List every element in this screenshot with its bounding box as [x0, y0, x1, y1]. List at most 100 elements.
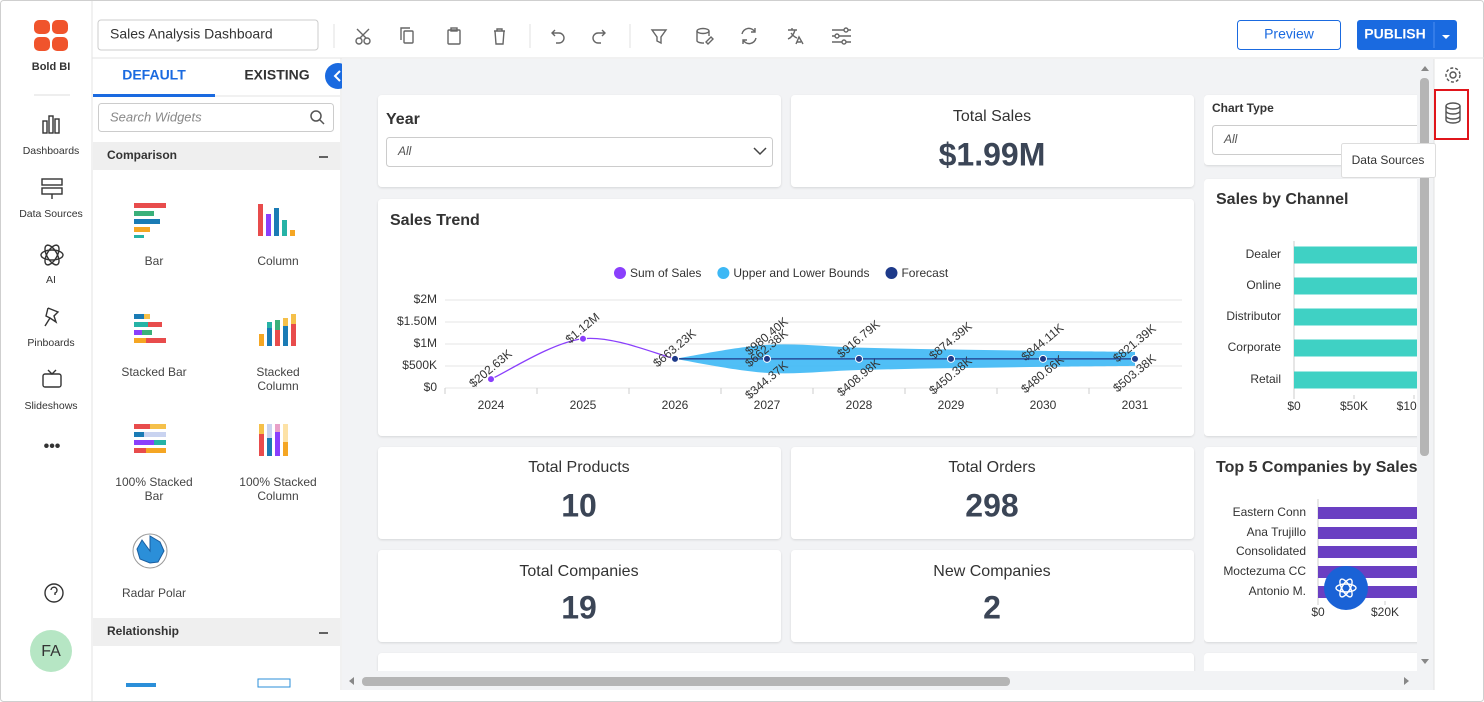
- section-title: Comparison: [107, 148, 177, 162]
- kpi-title: Total Sales: [953, 108, 1031, 125]
- data-sources-icon[interactable]: [1445, 102, 1461, 124]
- nav-label[interactable]: AI: [46, 274, 56, 286]
- dropdown-arrow[interactable]: [753, 147, 767, 156]
- publish-button[interactable]: [1357, 20, 1457, 50]
- preview-button[interactable]: [1237, 20, 1341, 50]
- x-tick-label: $100K: [1397, 399, 1432, 413]
- refresh-icon[interactable]: [741, 27, 757, 45]
- copy-icon[interactable]: [400, 27, 414, 44]
- redo-icon[interactable]: [592, 29, 606, 44]
- radar-polar-icon[interactable]: [132, 533, 168, 569]
- filter-icon[interactable]: [650, 29, 668, 45]
- datasource-edit-icon[interactable]: [696, 27, 714, 45]
- widget-icons: [126, 203, 296, 688]
- settings-sliders-icon[interactable]: [832, 27, 851, 45]
- widget-label[interactable]: 100% Stacked Bar: [115, 475, 193, 503]
- y-tick-label: Distributor: [1226, 309, 1281, 323]
- ai-assistant-button[interactable]: [1324, 566, 1368, 610]
- nav-more[interactable]: •••: [44, 438, 61, 455]
- highlight-box: [1434, 89, 1469, 140]
- kpi-value: 2: [983, 589, 1001, 625]
- settings-icon[interactable]: [1445, 67, 1461, 83]
- y-tick-label: Moctezuma CC: [1223, 564, 1306, 578]
- delete-icon[interactable]: [494, 28, 505, 45]
- tab-default[interactable]: DEFAULT: [122, 67, 186, 83]
- preview-label: Preview: [1264, 26, 1315, 42]
- kpi-card: [378, 550, 781, 642]
- widget-label[interactable]: Stacked Bar: [121, 365, 187, 379]
- nav-label[interactable]: Pinboards: [27, 337, 74, 349]
- publish-dropdown-arrow[interactable]: [1442, 35, 1450, 39]
- avatar[interactable]: [30, 630, 72, 672]
- filter-value: All: [1223, 132, 1238, 146]
- avatar-initials: FA: [41, 643, 61, 660]
- data-point: [579, 334, 587, 343]
- stacked-bar-icon[interactable]: [134, 314, 166, 343]
- y-tick-label: Consolidated: [1236, 544, 1306, 558]
- horizontal-scroll-thumb[interactable]: [362, 677, 1010, 686]
- widget-label[interactable]: 100% Stacked Column: [239, 475, 317, 503]
- legend-label: Forecast: [901, 266, 948, 280]
- section-header[interactable]: [93, 618, 340, 646]
- bar: [1294, 246, 1417, 264]
- search-box[interactable]: [98, 103, 334, 132]
- bar: [1318, 546, 1417, 558]
- nav-label[interactable]: Data Sources: [19, 208, 83, 220]
- y-tick-label: Dealer: [1246, 247, 1281, 261]
- x-tick-label: $20K: [1371, 605, 1399, 619]
- widget-label[interactable]: Stacked Column: [256, 365, 300, 393]
- bar: [1318, 507, 1417, 519]
- dashboard-name-input[interactable]: [97, 19, 319, 51]
- kpi-title: Total Products: [528, 459, 629, 476]
- toolbar-icons: [355, 27, 851, 45]
- section-title: Relationship: [107, 624, 179, 638]
- kpi-card: [791, 447, 1194, 539]
- full-stacked-bar-icon[interactable]: [134, 424, 166, 453]
- vertical-scroll-thumb[interactable]: [1420, 78, 1429, 456]
- nav-label[interactable]: Slideshows: [24, 400, 77, 412]
- chart-title: Sales Trend: [390, 212, 480, 229]
- y-tick-label: Antonio M.: [1249, 584, 1306, 598]
- column-icon[interactable]: [258, 204, 295, 236]
- widget-label[interactable]: Bar: [144, 254, 164, 268]
- logo: [34, 20, 68, 51]
- undo-icon[interactable]: [551, 29, 565, 44]
- data-point: [947, 354, 955, 363]
- year-select[interactable]: [386, 137, 773, 167]
- right-charts: Sales by Channel $0 $50K $100K Dealer Online D…: [1216, 191, 1432, 619]
- widget-label[interactable]: Radar Polar: [121, 586, 187, 600]
- legend-marker: [885, 267, 898, 279]
- section-header[interactable]: [93, 142, 340, 170]
- y-tick-label: $1M: [414, 336, 437, 350]
- y-tick-label: $500K: [402, 358, 437, 372]
- sales-trend-card: [378, 199, 1194, 436]
- x-tick-label: 2029: [938, 398, 965, 412]
- kpi-value: 10: [561, 487, 597, 523]
- legend-label: Sum of Sales: [630, 266, 701, 280]
- bar: [1294, 371, 1417, 389]
- stacked-column-icon[interactable]: [259, 314, 296, 346]
- legend-marker: [614, 267, 626, 279]
- data-point: [487, 375, 495, 384]
- x-tick-label: 2024: [478, 398, 505, 412]
- nav-icons: [40, 115, 64, 603]
- translate-icon[interactable]: [787, 28, 804, 45]
- nav-label[interactable]: Dashboards: [23, 145, 80, 157]
- legend-marker: [717, 267, 730, 279]
- tab-existing[interactable]: EXISTING: [244, 67, 309, 83]
- y-tick-label: Ana Trujillo: [1247, 525, 1307, 539]
- bar-icon[interactable]: [134, 203, 166, 238]
- bar: [1294, 308, 1417, 326]
- paste-icon[interactable]: [447, 27, 461, 45]
- dashboard-name: Sales Analysis Dashboard: [110, 26, 273, 42]
- search-placeholder: Search Widgets: [110, 109, 202, 124]
- full-stacked-column-icon[interactable]: [259, 424, 288, 456]
- filter-label: Year: [386, 111, 420, 128]
- kpi-title: Total Orders: [948, 459, 1035, 476]
- cut-icon[interactable]: [355, 28, 371, 45]
- x-tick-label: 2031: [1122, 398, 1149, 412]
- widget-label[interactable]: Column: [257, 254, 299, 268]
- data-point: [763, 354, 771, 363]
- tooltip-text: Data Sources: [1352, 153, 1425, 167]
